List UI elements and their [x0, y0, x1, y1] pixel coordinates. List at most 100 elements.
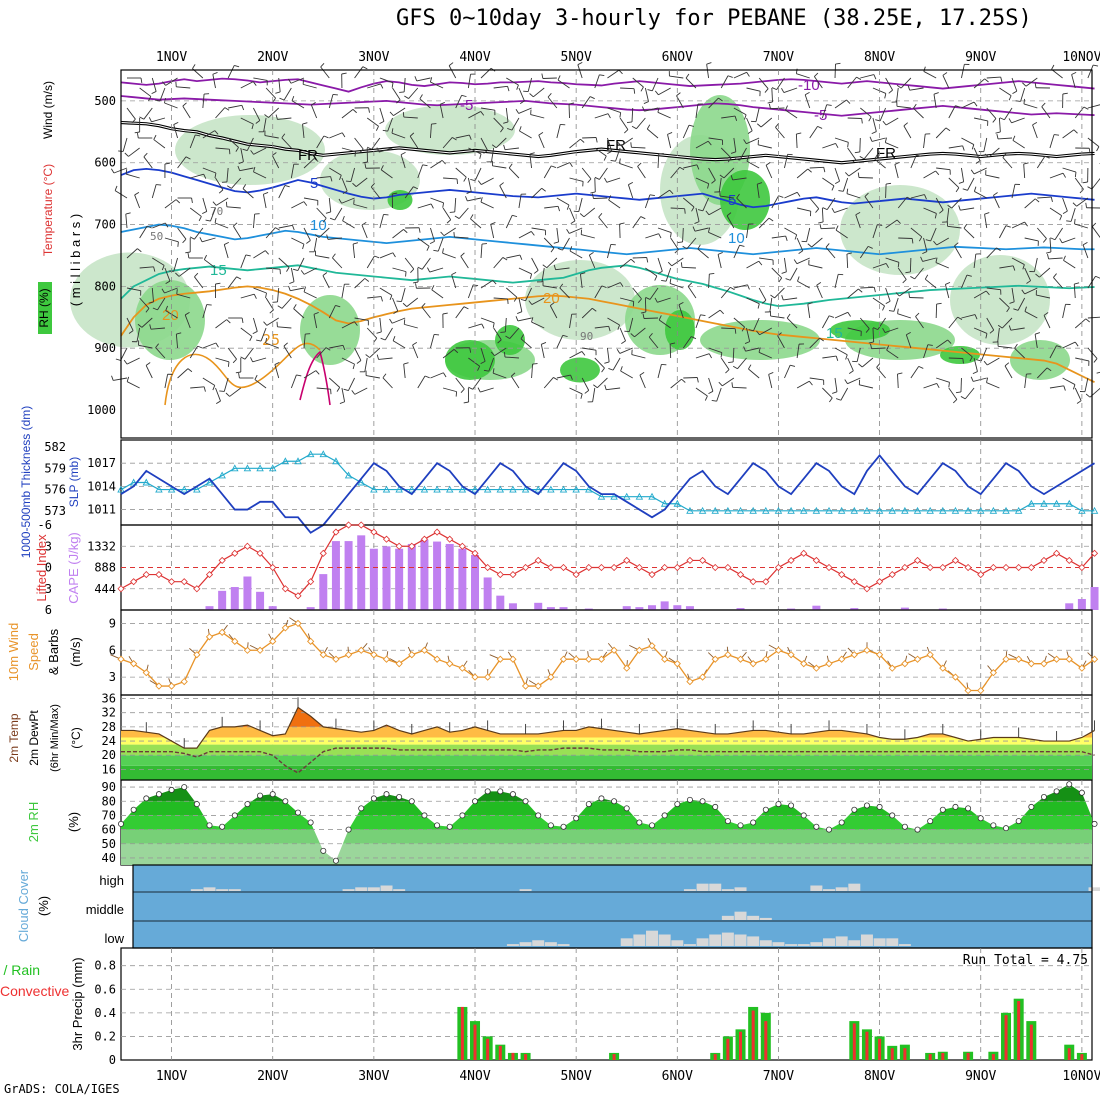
wind-barb — [240, 81, 254, 89]
wind-barb-flag — [679, 166, 685, 171]
wind-barb-flag — [984, 78, 989, 83]
wind-barb — [541, 267, 545, 282]
wind-barb-flag — [815, 208, 820, 213]
wind-speed-point — [559, 655, 568, 663]
wind-barb-flag — [374, 255, 380, 259]
wind-barb — [1062, 377, 1076, 385]
isotherm-label: 5 — [728, 192, 736, 209]
wind-barb — [1074, 318, 1087, 329]
isotherm-label: -10 — [798, 77, 820, 94]
wind-barb-flag — [528, 300, 533, 305]
wind-barb — [202, 342, 217, 349]
cape-bar — [433, 541, 442, 610]
wind-barb — [277, 326, 292, 329]
wind-barb-flag — [1074, 341, 1079, 347]
wind-barb-flag — [470, 214, 474, 220]
wind-barb-flag — [313, 312, 319, 315]
lifted-index-ylabel: Lifted Index — [34, 534, 49, 602]
wind-barb-flag — [399, 91, 405, 93]
wind-barb — [1070, 207, 1076, 222]
cape-bar — [812, 605, 821, 610]
thickness-point — [711, 506, 719, 514]
rh-point — [497, 788, 504, 795]
precip-convective-bar — [726, 1038, 730, 1060]
wind-barb-flag — [176, 332, 182, 335]
wind-barb — [202, 304, 208, 319]
wind-barb-flag — [214, 172, 217, 179]
cape-bar — [559, 607, 568, 610]
wind-barb — [215, 107, 226, 119]
precip-convective-bar — [1029, 1024, 1033, 1060]
wind-barb — [1073, 284, 1076, 299]
precip-convective-bar — [524, 1054, 528, 1060]
rh-point — [155, 791, 162, 798]
rh-band — [121, 843, 1092, 865]
precip-convective-bar — [928, 1054, 932, 1060]
wind-barb-flag — [292, 225, 295, 231]
wind-barb-flag — [637, 298, 642, 303]
wind-barb — [492, 165, 507, 169]
wind-barb-flag — [499, 182, 504, 186]
wind-barb-flag — [269, 309, 274, 314]
wind-barb — [341, 321, 355, 329]
wind-barb — [164, 237, 179, 243]
wind-barb-flag — [235, 147, 239, 152]
wind-barb — [350, 167, 356, 182]
wind-barb — [859, 384, 874, 389]
wind-barb — [863, 147, 874, 160]
precip-convective-bar — [473, 1024, 477, 1060]
wind-barb — [480, 347, 486, 362]
wind-barb-flag — [288, 78, 292, 84]
rh-point — [257, 792, 264, 799]
wind-barb-flag — [137, 323, 143, 328]
wind-barb — [840, 387, 849, 401]
wind-barb — [808, 264, 823, 269]
wind-barb-flag — [254, 374, 258, 380]
wind-barb — [821, 207, 824, 223]
wind-barb — [253, 147, 267, 155]
wind-barb — [518, 194, 522, 209]
wind-barb-flag — [275, 114, 278, 120]
upper-air-temperature-label: Temperature (°C) — [41, 164, 55, 256]
wind-barb — [739, 147, 747, 161]
wind-barb — [126, 357, 140, 365]
wind-barb — [488, 357, 495, 372]
wind-barb-flag — [125, 212, 131, 215]
wind-speed-point — [939, 664, 947, 672]
thickness-point — [420, 485, 429, 493]
wind-barb — [480, 387, 494, 393]
wind-barb-flag — [933, 92, 939, 95]
wind-barb-flag — [643, 101, 649, 104]
wind-speed-point — [382, 655, 391, 663]
wind-barb — [999, 87, 1012, 97]
wind-barb-flag — [433, 249, 439, 252]
wind-barb — [379, 77, 394, 84]
rh-point — [1028, 803, 1035, 810]
wind-barb — [746, 224, 749, 239]
wind-barb-flag — [497, 339, 502, 344]
wind-barb — [455, 134, 470, 139]
wind-barb — [899, 287, 912, 297]
lifted-index-point — [838, 571, 846, 579]
cape-bar — [382, 546, 391, 610]
wind-barb — [467, 284, 474, 299]
wind-barb — [933, 94, 937, 109]
precip-convective-bar — [713, 1054, 717, 1060]
wind-barb — [737, 357, 747, 370]
wind-barb — [864, 196, 874, 209]
wind-barb-flag — [1074, 172, 1077, 178]
wind-barb — [720, 75, 729, 89]
wind-barb-flag — [283, 342, 288, 347]
wind-barb — [886, 349, 899, 359]
wind-barb — [175, 334, 179, 349]
wind-barb — [657, 189, 670, 199]
wind-barb — [986, 317, 995, 331]
wind-speed-tick-label: 3 — [109, 670, 116, 684]
wind-barb — [874, 158, 886, 169]
wind-barb — [755, 107, 760, 122]
wind-barb — [1011, 117, 1025, 124]
precip-convective-bar — [966, 1052, 970, 1060]
thickness-point — [926, 506, 934, 514]
wind-barb-flag — [785, 278, 791, 281]
wind-barb-flag — [848, 370, 854, 374]
